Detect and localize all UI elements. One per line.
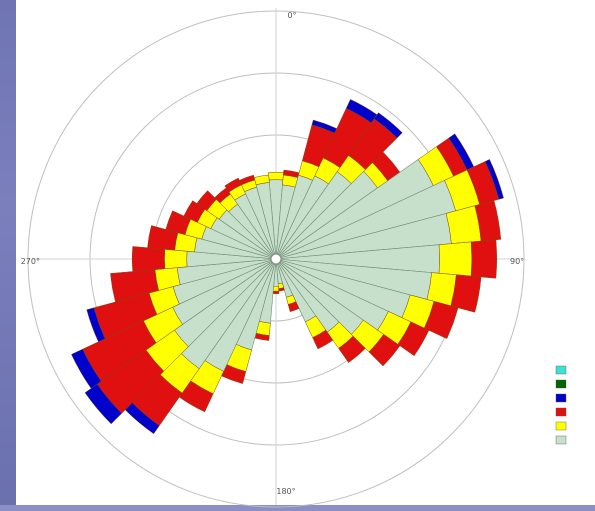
sector-band — [272, 290, 280, 294]
sector-band — [272, 285, 280, 292]
label-west: 270° — [21, 257, 40, 266]
sector-band — [484, 159, 504, 200]
label-south: 180° — [276, 487, 295, 496]
legend-swatch — [555, 393, 567, 403]
center-calm-circle — [270, 253, 282, 265]
sector-band — [196, 190, 217, 211]
sector-band — [183, 200, 206, 223]
legend-swatch — [555, 379, 567, 389]
sector-band — [71, 348, 102, 389]
sector-band — [338, 335, 366, 363]
sector-band — [253, 174, 270, 186]
sector-band — [438, 241, 473, 277]
sector-band — [165, 210, 191, 235]
sector-band — [368, 334, 401, 367]
sector-band — [397, 321, 430, 357]
sector-band — [224, 177, 242, 193]
sector-band — [474, 200, 502, 242]
sector-band — [424, 301, 459, 339]
label-east: 90° — [510, 257, 524, 266]
legend-swatch — [555, 421, 567, 431]
sector-band — [312, 329, 334, 350]
sector-band — [147, 225, 179, 251]
sector-band — [450, 274, 482, 313]
bottom-frame-strip — [0, 505, 595, 511]
sector-band — [131, 246, 166, 272]
sector-band — [470, 239, 497, 279]
sector-band — [110, 269, 159, 303]
sector-band — [164, 248, 188, 270]
legend — [555, 365, 567, 445]
direction-labels: 0° 90° 180° 270° — [21, 11, 524, 496]
sector-band — [373, 112, 403, 139]
sector-band — [84, 383, 123, 425]
label-north: 0° — [287, 11, 296, 20]
legend-swatch — [555, 435, 567, 445]
legend-swatch — [555, 407, 567, 417]
sector-band — [287, 301, 300, 313]
wind-rose-sectors — [71, 99, 504, 435]
top-cropped-title-area — [16, 0, 595, 12]
left-frame-strip — [0, 0, 16, 511]
sector-band — [238, 174, 256, 186]
legend-swatch — [555, 365, 567, 375]
sector-band — [268, 171, 284, 181]
sector-band — [86, 307, 106, 343]
